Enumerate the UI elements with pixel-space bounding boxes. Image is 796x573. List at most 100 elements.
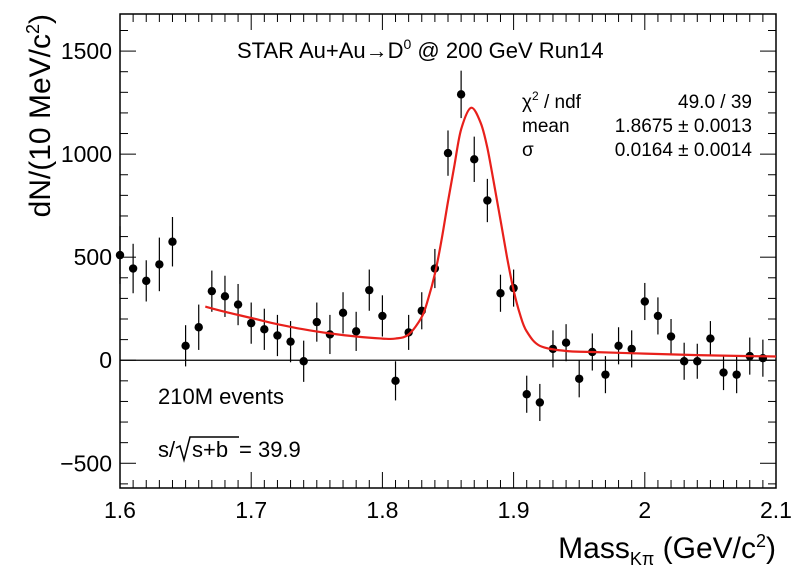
- significance-annotation: s/ s+b = 39.9: [158, 436, 301, 463]
- x-tick-label: 2: [638, 497, 651, 523]
- significance-value: = 39.9: [239, 437, 301, 462]
- marker: [679, 357, 689, 366]
- data-point: [666, 319, 676, 355]
- marker: [601, 370, 610, 379]
- stat-value-sigma: 0.0164 ± 0.0014: [615, 140, 753, 161]
- data-point: [194, 304, 203, 350]
- marker: [142, 276, 151, 286]
- marker: [640, 297, 649, 306]
- marker: [115, 250, 125, 260]
- significance-radicand: s+b: [192, 437, 228, 462]
- data-point: [535, 383, 545, 422]
- data-point: [732, 356, 741, 394]
- x-tick-label: 2.1: [760, 497, 792, 523]
- marker: [312, 317, 321, 327]
- data-point: [575, 360, 584, 398]
- data-point: [483, 178, 492, 223]
- marker: [181, 341, 190, 350]
- data-points: [115, 70, 768, 422]
- marker: [522, 390, 531, 399]
- data-point: [443, 130, 453, 176]
- data-point: [233, 283, 243, 326]
- data-point: [207, 270, 217, 312]
- data-point: [640, 282, 649, 321]
- data-point: [312, 302, 321, 342]
- marker: [614, 341, 623, 350]
- data-point: [391, 361, 400, 401]
- marker: [561, 338, 571, 347]
- y-axis-title: dN/(10 MeV/c2): [23, 14, 57, 217]
- data-point: [260, 308, 269, 350]
- data-point: [470, 136, 479, 182]
- plot-frame: [119, 13, 777, 489]
- marker: [666, 332, 676, 341]
- marker: [719, 368, 728, 377]
- marker: [706, 334, 715, 343]
- events-annotation: 210M events: [158, 384, 284, 409]
- marker: [286, 337, 295, 346]
- data-point: [220, 275, 230, 317]
- data-point: [706, 321, 715, 357]
- x-tick-label: 1.6: [104, 497, 136, 523]
- x-axis-ticks: 1.6 1.7 1.8 1.9 2 2.1: [104, 14, 792, 523]
- data-point: [719, 355, 728, 391]
- marker: [220, 292, 230, 301]
- data-point: [181, 325, 190, 367]
- title-suffix: @ 200 GeV Run14: [411, 38, 603, 63]
- x-tick-label: 1.8: [366, 497, 398, 523]
- marker: [732, 370, 741, 379]
- stat-name-mean: mean: [522, 116, 570, 137]
- y-tick-label: 1000: [61, 141, 112, 167]
- stat-name-sigma: σ: [522, 140, 534, 161]
- stat-value-chi2: 49.0 / 39: [678, 92, 752, 113]
- data-point: [614, 327, 623, 365]
- data-point: [142, 260, 151, 302]
- data-point: [299, 340, 308, 382]
- y-axis-ticks: −500 0 500 1000 1500: [60, 29, 776, 485]
- data-point: [378, 295, 387, 337]
- y-tick-label: 500: [74, 244, 112, 270]
- x-axis-title: MassKπ (GeV/c2): [558, 531, 776, 569]
- marker: [365, 285, 374, 295]
- data-point: [365, 269, 374, 311]
- title-arrow: →: [366, 38, 388, 63]
- data-point: [758, 339, 768, 377]
- marker: [247, 318, 256, 328]
- data-point: [496, 274, 505, 312]
- data-point: [247, 302, 256, 344]
- data-point: [693, 343, 702, 379]
- data-point: [338, 292, 348, 334]
- data-point: [627, 330, 636, 368]
- data-point: [155, 237, 164, 292]
- data-point: [456, 70, 466, 119]
- data-point: [522, 375, 531, 413]
- stat-value-mean: 1.8675 ± 0.0013: [615, 116, 752, 137]
- y-tick-label: −500: [60, 450, 112, 476]
- marker: [653, 311, 663, 321]
- marker: [470, 155, 479, 164]
- x-tick-label: 1.9: [498, 497, 530, 523]
- marker: [155, 260, 164, 269]
- sqrt-symbol: [175, 436, 239, 463]
- marker: [273, 331, 282, 340]
- marker: [260, 325, 269, 334]
- y-tick-label: 0: [99, 347, 112, 373]
- title-particle: D: [388, 38, 404, 63]
- marker: [391, 376, 400, 386]
- chart-title: STAR Au+Au→D0 @ 200 GeV Run14: [237, 36, 604, 63]
- data-point: [561, 324, 571, 362]
- y-tick-label: 1500: [61, 38, 112, 64]
- marker: [128, 264, 138, 273]
- data-point: [601, 356, 610, 394]
- marker: [338, 308, 348, 318]
- data-point: [679, 342, 689, 380]
- marker: [168, 237, 177, 246]
- fit-curve: [205, 106, 777, 358]
- marker: [535, 398, 545, 407]
- marker: [693, 357, 702, 366]
- data-point: [115, 226, 125, 284]
- stat-name-chi2: χ2 / ndf: [522, 89, 582, 113]
- data-point: [404, 314, 413, 350]
- fit-stats-box: χ2 / ndf 49.0 / 39 mean 1.8675 ± 0.0013 …: [522, 89, 752, 161]
- marker: [194, 323, 203, 332]
